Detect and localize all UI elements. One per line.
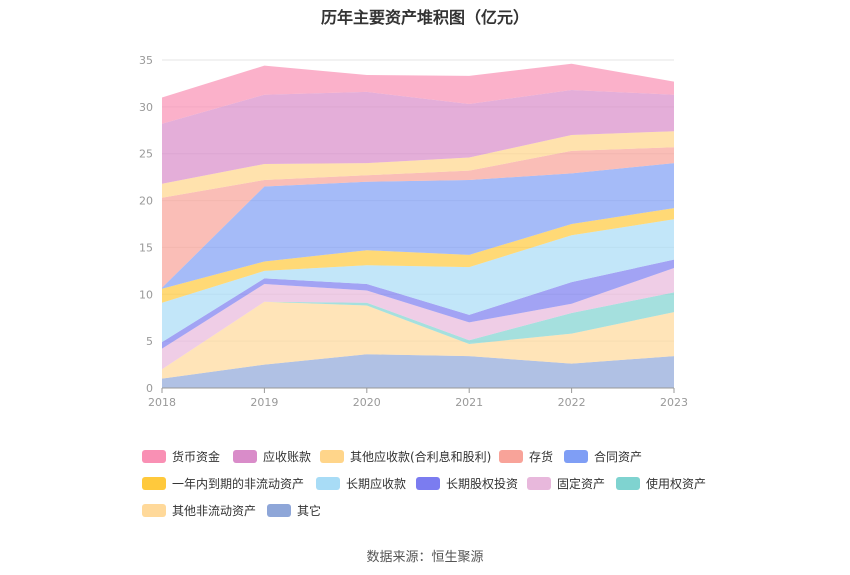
area-series [162, 268, 674, 370]
legend-label: 固定资产 [557, 476, 606, 491]
legend-label: 使用权资产 [646, 476, 707, 491]
legend-swatch [142, 476, 166, 490]
area-series [162, 354, 674, 388]
legend-item-receivables[interactable]: 应收账款 [233, 446, 311, 466]
legend-label: 其它 [297, 503, 322, 518]
legend-item-fixed-assets[interactable]: 固定资产 [527, 473, 605, 493]
legend-swatch [267, 503, 291, 517]
area-series [162, 208, 674, 303]
legend-item-inventory[interactable]: 存货 [499, 446, 553, 466]
legend-row-2: 一年内到期的非流动资产 长期应收款 长期股权投资 固定资产 使用权资产 [140, 473, 740, 500]
legend-swatch [316, 476, 340, 490]
area-series [162, 292, 674, 370]
area-layer [162, 63, 674, 388]
x-tick-label: 2020 [353, 396, 381, 409]
legend-label: 一年内到期的非流动资产 [172, 476, 305, 491]
y-tick-label: 30 [139, 101, 153, 114]
area-series [162, 259, 674, 349]
legend-swatch [142, 449, 166, 463]
y-tick-label: 5 [146, 335, 153, 348]
area-series [162, 131, 674, 198]
legend-swatch [233, 449, 257, 463]
legend-label: 其他应收款(合利息和股利) [350, 449, 492, 464]
legend-item-contract-assets[interactable]: 合同资产 [564, 446, 642, 466]
legend-label: 合同资产 [594, 449, 643, 464]
legend-swatch [320, 449, 344, 463]
x-tick-label: 2018 [148, 396, 176, 409]
legend-item-current-noncurrent[interactable]: 一年内到期的非流动资产 [142, 473, 304, 493]
legend-label: 货币资金 [172, 449, 221, 464]
legend-item-other-receivables[interactable]: 其他应收款(合利息和股利) [320, 446, 491, 466]
y-tick-label: 0 [146, 382, 153, 395]
legend-swatch [616, 476, 640, 490]
y-tick-label: 10 [139, 288, 153, 301]
legend-label: 应收账款 [263, 449, 312, 464]
x-tick-label: 2022 [558, 396, 586, 409]
area-series [162, 90, 674, 184]
axis-layer: 0 5 10 15 20 25 30 35 2018 2019 2020 2021 2022 2023 [139, 54, 688, 409]
legend-item-long-term-receivables[interactable]: 长期应收款 [316, 473, 406, 493]
y-tick-label: 20 [139, 195, 153, 208]
legend-swatch [142, 503, 166, 517]
area-series [162, 219, 674, 343]
legend-label: 长期应收款 [346, 476, 407, 491]
legend-row-1: 货币资金 应收账款 其他应收款(合利息和股利) 存货 合同资产 [140, 446, 740, 473]
legend-item-others[interactable]: 其它 [267, 500, 321, 520]
x-tick-label: 2019 [250, 396, 278, 409]
legend-swatch [527, 476, 551, 490]
legend-item-other-noncurrent[interactable]: 其他非流动资产 [142, 500, 256, 520]
legend-swatch [416, 476, 440, 490]
x-tick-label: 2021 [455, 396, 483, 409]
legend-label: 存货 [529, 449, 554, 464]
legend: 货币资金 应收账款 其他应收款(合利息和股利) 存货 合同资产 一年内到期的非流… [140, 446, 740, 527]
y-tick-label: 35 [139, 54, 153, 67]
legend-label: 长期股权投资 [446, 476, 519, 491]
chart-title: 历年主要资产堆积图（亿元） [320, 8, 529, 27]
area-series [162, 147, 674, 288]
legend-label: 其他非流动资产 [172, 503, 257, 518]
legend-item-equity-investment[interactable]: 长期股权投资 [416, 473, 518, 493]
legend-item-right-of-use[interactable]: 使用权资产 [616, 473, 706, 493]
legend-item-cash[interactable]: 货币资金 [142, 446, 220, 466]
legend-swatch [564, 449, 588, 463]
area-series [162, 301, 674, 379]
y-tick-label: 15 [139, 241, 153, 254]
y-tick-label: 25 [139, 148, 153, 161]
data-source: 数据来源：恒生聚源 [366, 550, 484, 565]
area-series [162, 163, 674, 289]
area-series [162, 63, 674, 124]
legend-swatch [499, 449, 523, 463]
x-tick-label: 2023 [660, 396, 688, 409]
stacked-area-chart: 0 5 10 15 20 25 30 35 2018 2019 2020 2021 2022 2023 [139, 54, 688, 409]
legend-row-3: 其他非流动资产 其它 [140, 500, 740, 527]
